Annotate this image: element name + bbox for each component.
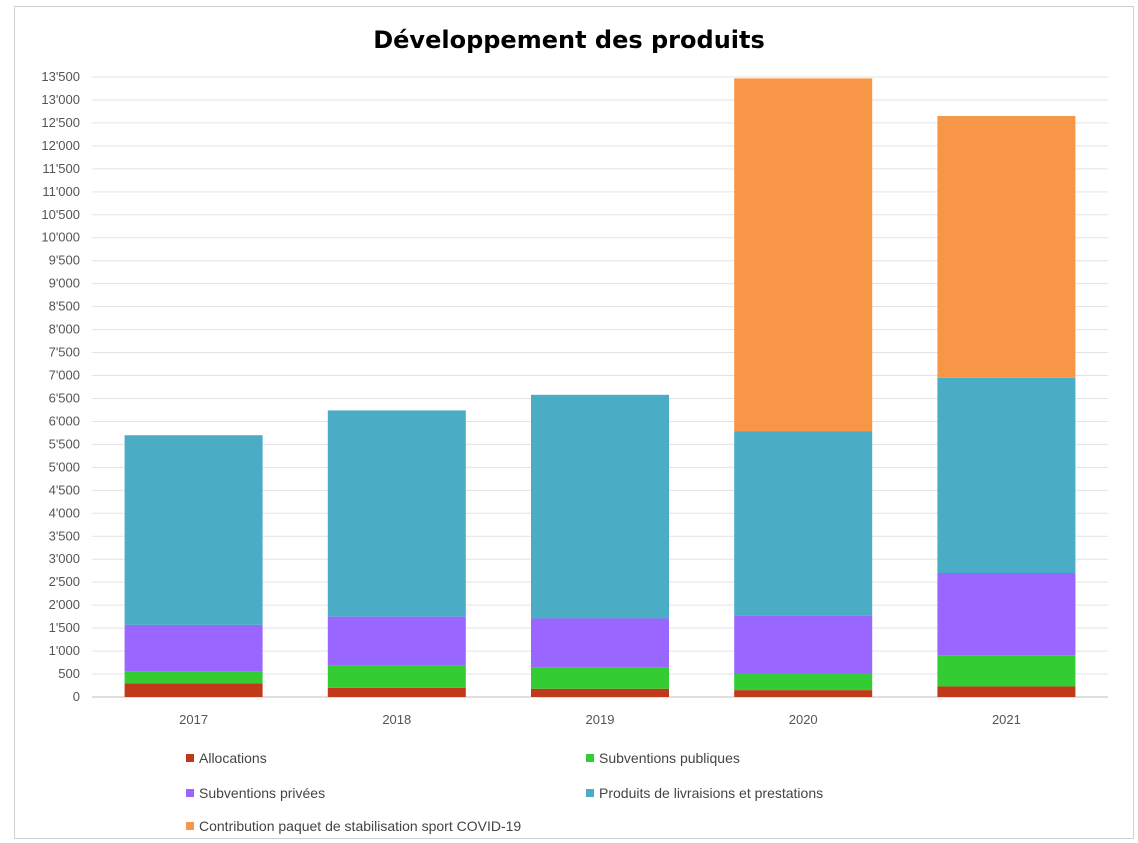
bar-segment bbox=[734, 431, 873, 616]
x-tick-label: 2017 bbox=[179, 712, 208, 727]
x-tick-label: 2021 bbox=[992, 712, 1021, 727]
x-tick-label: 2018 bbox=[382, 712, 411, 727]
legend-label: Subventions publiques bbox=[599, 750, 740, 766]
legend-item: Subventions publiques bbox=[586, 750, 740, 766]
legend-swatch bbox=[586, 754, 594, 762]
legend-label: Produits de livraisions et prestations bbox=[599, 785, 824, 801]
y-tick-label: 2'000 bbox=[49, 597, 80, 612]
x-tick-label: 2020 bbox=[789, 712, 818, 727]
y-tick-label: 11'000 bbox=[42, 184, 80, 199]
legend-label: Allocations bbox=[199, 750, 267, 766]
y-tick-label: 9'000 bbox=[49, 276, 80, 291]
bar-segment bbox=[734, 615, 873, 675]
chart-title: Développement des produits bbox=[373, 26, 765, 54]
y-tick-label: 13'500 bbox=[41, 69, 80, 84]
y-tick-label: 1'500 bbox=[49, 620, 80, 635]
x-tick-label: 2019 bbox=[586, 712, 615, 727]
y-tick-label: 11'500 bbox=[42, 161, 80, 176]
bar-segment bbox=[531, 667, 669, 689]
bar-segment bbox=[531, 688, 669, 697]
bar-segment bbox=[937, 686, 1076, 697]
y-tick-label: 12'500 bbox=[41, 115, 80, 130]
y-tick-label: 9'500 bbox=[49, 253, 80, 268]
legend-swatch bbox=[186, 822, 194, 830]
bar-segment bbox=[937, 116, 1076, 378]
y-tick-label: 6'000 bbox=[49, 413, 80, 428]
y-tick-label: 6'500 bbox=[49, 390, 80, 405]
legend-swatch bbox=[186, 754, 194, 762]
bar-segment bbox=[327, 665, 466, 688]
legend-label: Subventions privées bbox=[199, 785, 326, 801]
y-tick-label: 10'000 bbox=[41, 230, 80, 245]
y-tick-label: 10'500 bbox=[41, 207, 80, 222]
bar-segment bbox=[734, 690, 873, 697]
bar-segment bbox=[327, 410, 466, 617]
y-tick-label: 4'500 bbox=[49, 482, 80, 497]
bar-segment bbox=[124, 624, 263, 672]
bar-segment bbox=[937, 573, 1076, 656]
legend-label: Contribution paquet de stabilisation spo… bbox=[199, 818, 522, 834]
legend-item: Contribution paquet de stabilisation spo… bbox=[186, 818, 521, 834]
y-tick-label: 0 bbox=[73, 689, 80, 704]
y-tick-label: 1'000 bbox=[49, 643, 80, 658]
legend-item: Produits de livraisions et prestations bbox=[586, 785, 823, 801]
legend-item: Allocations bbox=[186, 750, 267, 766]
y-tick-label: 2'500 bbox=[49, 574, 80, 589]
bar-segment bbox=[124, 435, 263, 625]
y-tick-label: 8'500 bbox=[49, 299, 80, 314]
bar-segment bbox=[327, 616, 466, 666]
legend-swatch bbox=[186, 789, 194, 797]
y-tick-label: 4'000 bbox=[49, 505, 80, 520]
bar-segment bbox=[734, 674, 873, 691]
y-tick-label: 12'000 bbox=[41, 138, 80, 153]
bar-segment bbox=[124, 683, 263, 697]
y-tick-label: 3'500 bbox=[49, 528, 80, 543]
y-tick-label: 7'000 bbox=[49, 368, 80, 383]
y-tick-label: 5'000 bbox=[49, 459, 80, 474]
bar-segment bbox=[531, 394, 669, 619]
y-tick-label: 5'500 bbox=[49, 436, 80, 451]
bar-segment bbox=[937, 655, 1076, 687]
y-tick-label: 3'000 bbox=[49, 551, 80, 566]
bar-segment bbox=[531, 618, 669, 668]
y-tick-label: 13'000 bbox=[41, 92, 80, 107]
bar-segment bbox=[937, 377, 1076, 573]
y-tick-label: 7'500 bbox=[49, 345, 80, 360]
bar-segment bbox=[734, 78, 873, 432]
bar-segment bbox=[327, 687, 466, 697]
bar-segment bbox=[124, 671, 263, 684]
legend-item: Subventions privées bbox=[186, 785, 325, 801]
legend-swatch bbox=[586, 789, 594, 797]
y-tick-label: 8'000 bbox=[49, 322, 80, 337]
y-tick-label: 500 bbox=[58, 666, 80, 681]
